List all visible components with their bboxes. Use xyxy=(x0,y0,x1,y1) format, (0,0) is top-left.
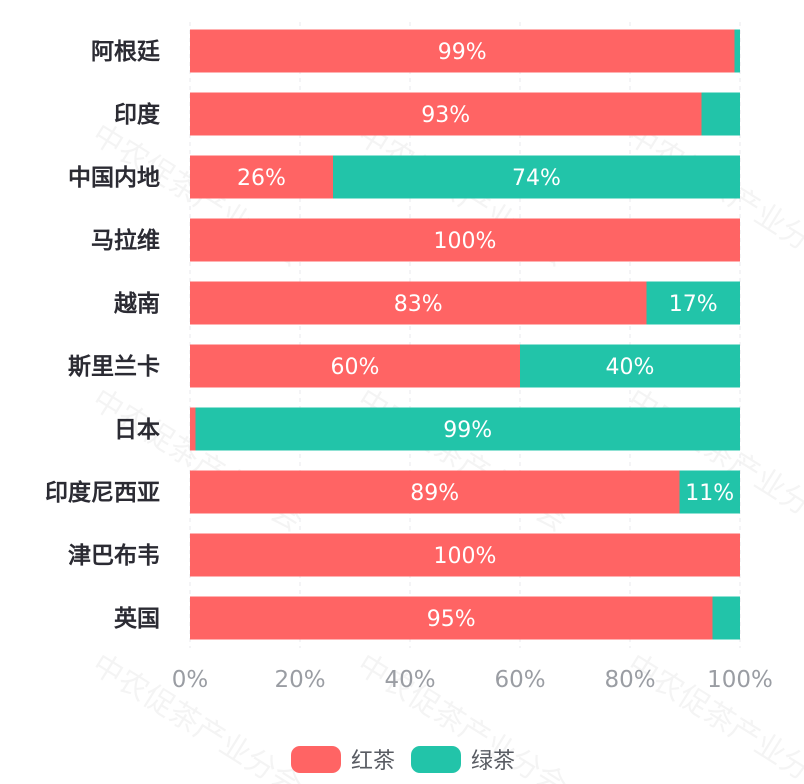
bar-segment xyxy=(190,29,735,73)
bar-segment xyxy=(190,155,333,199)
x-tick-label: 20% xyxy=(274,667,325,693)
data-label: 60% xyxy=(331,355,380,380)
data-label: 89% xyxy=(410,481,459,506)
bar-segment xyxy=(190,218,740,262)
bar-segment xyxy=(190,596,713,640)
legend: 红茶 绿茶 xyxy=(291,746,515,774)
category-label: 越南 xyxy=(114,291,160,317)
bar-segment xyxy=(190,344,520,388)
data-label: 17% xyxy=(669,292,718,317)
bar-segment xyxy=(190,470,680,514)
x-tick-label: 80% xyxy=(604,667,655,693)
category-label: 日本 xyxy=(114,417,160,443)
category-label: 英国 xyxy=(114,605,160,632)
watermark-text: 中农促茶产业分会 xyxy=(621,382,804,539)
legend-swatch[interactable] xyxy=(291,746,341,773)
data-label: 26% xyxy=(237,166,286,191)
bar-segment xyxy=(734,29,740,73)
bar-segment xyxy=(190,92,702,136)
data-label: 83% xyxy=(394,292,443,317)
bar-segment xyxy=(190,281,647,325)
bar-segment xyxy=(679,470,740,514)
category-label: 阿根廷 xyxy=(91,39,161,65)
data-label: 95% xyxy=(427,607,476,632)
bar-segment xyxy=(646,281,740,325)
watermark-text: 中农促茶产业分会 xyxy=(86,382,308,539)
x-tick-label: 40% xyxy=(384,667,435,693)
x-tick-label: 0% xyxy=(172,667,209,693)
data-label: 40% xyxy=(606,355,655,380)
bars: 99% 93% 26% 74% 100% 83% 17% 60% 40% 99% 89% 11% 100… xyxy=(190,29,740,640)
x-tick-label: 60% xyxy=(494,667,545,693)
bar-segment xyxy=(195,407,740,451)
watermark-text: 中农促茶产业分会 xyxy=(351,382,573,539)
data-label: 74% xyxy=(512,166,561,191)
x-axis-ticks: 0% 20% 40% 60% 80% 100% xyxy=(172,667,773,693)
bar-segment xyxy=(520,344,740,388)
data-label: 99% xyxy=(438,40,487,65)
x-tick-label: 100% xyxy=(707,667,773,693)
bar-segment xyxy=(701,92,740,136)
category-label: 斯里兰卡 xyxy=(68,353,160,380)
category-label: 中国内地 xyxy=(68,165,160,191)
category-label: 马拉维 xyxy=(91,227,160,254)
category-label: 津巴布韦 xyxy=(68,542,160,569)
data-label: 99% xyxy=(443,418,492,443)
category-label: 印度 xyxy=(114,101,161,128)
bar-segment xyxy=(712,596,740,640)
legend-swatch[interactable] xyxy=(411,746,461,773)
data-label: 11% xyxy=(685,481,734,506)
data-label: 93% xyxy=(421,103,470,128)
legend-label[interactable]: 绿茶 xyxy=(471,749,515,774)
legend-label[interactable]: 红茶 xyxy=(351,749,395,774)
data-label: 100% xyxy=(434,544,497,569)
category-label: 印度尼西亚 xyxy=(45,479,160,506)
data-label: 100% xyxy=(434,229,497,254)
bar-segment xyxy=(333,155,740,199)
bar-segment xyxy=(190,533,740,577)
bar-segment xyxy=(190,407,196,451)
